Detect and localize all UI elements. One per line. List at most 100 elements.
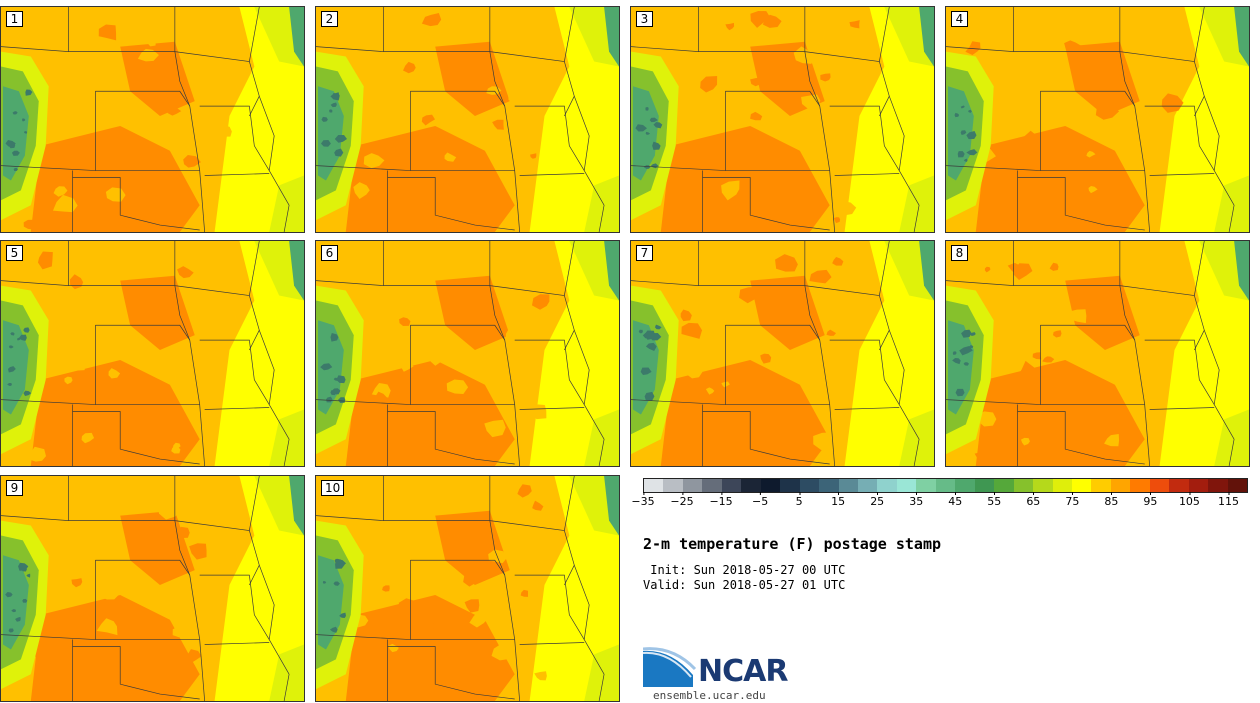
state-border <box>1144 105 1215 171</box>
state-border <box>383 7 491 52</box>
temperature-cell <box>1032 352 1042 360</box>
map-panel-4[interactable]: 4 <box>945 6 1250 233</box>
temperature-cell <box>71 578 83 588</box>
panel-label-1: 1 <box>6 11 23 27</box>
temperature-cell <box>56 499 67 509</box>
ncar-wordmark: NCAR <box>698 654 788 689</box>
colorbar-tick-label: −5 <box>751 492 769 508</box>
ensemble-url-link[interactable]: ensemble.ucar.edu <box>653 689 766 702</box>
init-time: Init: Sun 2018-05-27 00 UTC <box>643 563 846 577</box>
terrain-high-cell <box>957 151 965 158</box>
map-panel-3[interactable]: 3 <box>630 6 935 233</box>
state-border <box>258 96 290 232</box>
state-border <box>631 241 699 286</box>
state-border <box>204 407 270 410</box>
state-border <box>72 411 200 465</box>
terrain-high-cell <box>23 327 30 333</box>
colorbar-tick-label: 15 <box>831 492 846 508</box>
temperature-cell <box>95 666 120 677</box>
terrain-high-cell <box>966 130 977 140</box>
terrain-high-cell <box>18 562 29 571</box>
temperature-cell <box>157 502 182 520</box>
temperature-cell <box>1068 309 1087 324</box>
state-border <box>258 565 290 701</box>
state-border <box>514 170 521 232</box>
state-border <box>68 476 176 521</box>
colorbar-tick-label: 45 <box>948 492 963 508</box>
terrain-high-cell <box>952 357 961 365</box>
terrain-high-cell <box>645 131 651 135</box>
colorbar-segment <box>682 479 703 492</box>
temperature-cell <box>750 10 771 28</box>
temperature-cell <box>974 450 998 465</box>
map-panel-2[interactable]: 2 <box>315 6 620 233</box>
temperature-cell <box>496 13 514 27</box>
chart-title: 2-m temperature (F) postage stamp <box>643 535 942 553</box>
map-panel-1[interactable]: 1 <box>0 6 305 233</box>
terrain-mid-zone <box>289 476 304 536</box>
state-border <box>804 285 821 341</box>
state-border <box>829 105 900 171</box>
panel-label-6: 6 <box>321 245 338 261</box>
terrain-high-cell <box>645 342 657 352</box>
temperature-cell <box>421 13 442 27</box>
temperature-cell <box>849 20 860 29</box>
terrain-mid-zone <box>947 86 974 181</box>
temperature-cell <box>984 266 991 273</box>
temperature-cell <box>826 329 837 336</box>
temperature-cell <box>492 119 504 130</box>
temperature-cell <box>37 251 53 270</box>
state-border <box>489 520 575 586</box>
colorbar-tick-label: 35 <box>909 492 924 508</box>
map-panel-5[interactable]: 5 <box>0 240 305 467</box>
cool-zone <box>269 409 304 466</box>
temperature-cell <box>64 376 73 385</box>
state-border <box>564 476 575 531</box>
temperature-cell <box>399 317 411 327</box>
temperature-cell <box>463 571 478 587</box>
map-panel-7[interactable]: 7 <box>630 240 935 467</box>
temperature-map-8 <box>946 241 1249 466</box>
state-border <box>514 339 585 405</box>
temperature-cell <box>529 404 547 420</box>
terrain-high-cell <box>5 591 13 598</box>
temperature-cell <box>145 38 156 47</box>
terrain-high-cell <box>635 124 647 132</box>
map-panel-6[interactable]: 6 <box>315 240 620 467</box>
state-border <box>1149 407 1215 410</box>
map-panel-9[interactable]: 9 <box>0 475 305 702</box>
terrain-high-cell <box>330 102 337 108</box>
map-panel-8[interactable]: 8 <box>945 240 1250 467</box>
temperature-cell <box>353 182 370 199</box>
temperature-cell <box>52 194 78 213</box>
terrain-mid-zone <box>1234 241 1249 301</box>
panel-label-3: 3 <box>636 11 653 27</box>
state-border <box>564 241 575 296</box>
colorbar-segment <box>1071 479 1092 492</box>
temperature-cell <box>488 549 508 564</box>
temperature-cell <box>1032 385 1046 397</box>
terrain-high-cell <box>7 366 16 373</box>
temperature-cell <box>1104 433 1120 447</box>
terrain-high-cell <box>16 337 21 341</box>
state-border <box>174 51 260 117</box>
hot-zone <box>975 125 1145 232</box>
panel-label-10: 10 <box>321 480 345 496</box>
map-panel-10[interactable]: 10 <box>315 475 620 702</box>
temperature-cell <box>734 452 742 460</box>
terrain-high-cell <box>644 391 655 401</box>
temperature-cell <box>1017 360 1039 381</box>
state-border <box>204 642 270 645</box>
hot-zone <box>660 125 830 232</box>
cool-zone <box>269 175 304 232</box>
state-border <box>804 285 890 351</box>
colorbar-segment <box>819 479 839 492</box>
terrain-high-cell <box>8 628 14 633</box>
temperature-cell <box>484 419 506 438</box>
state-border <box>72 646 200 700</box>
state-border <box>489 520 506 576</box>
terrain-mid-zone <box>604 7 619 67</box>
terrain-high-cell <box>969 332 976 337</box>
temperature-cell <box>398 598 420 616</box>
temperature-cell <box>1130 257 1139 265</box>
